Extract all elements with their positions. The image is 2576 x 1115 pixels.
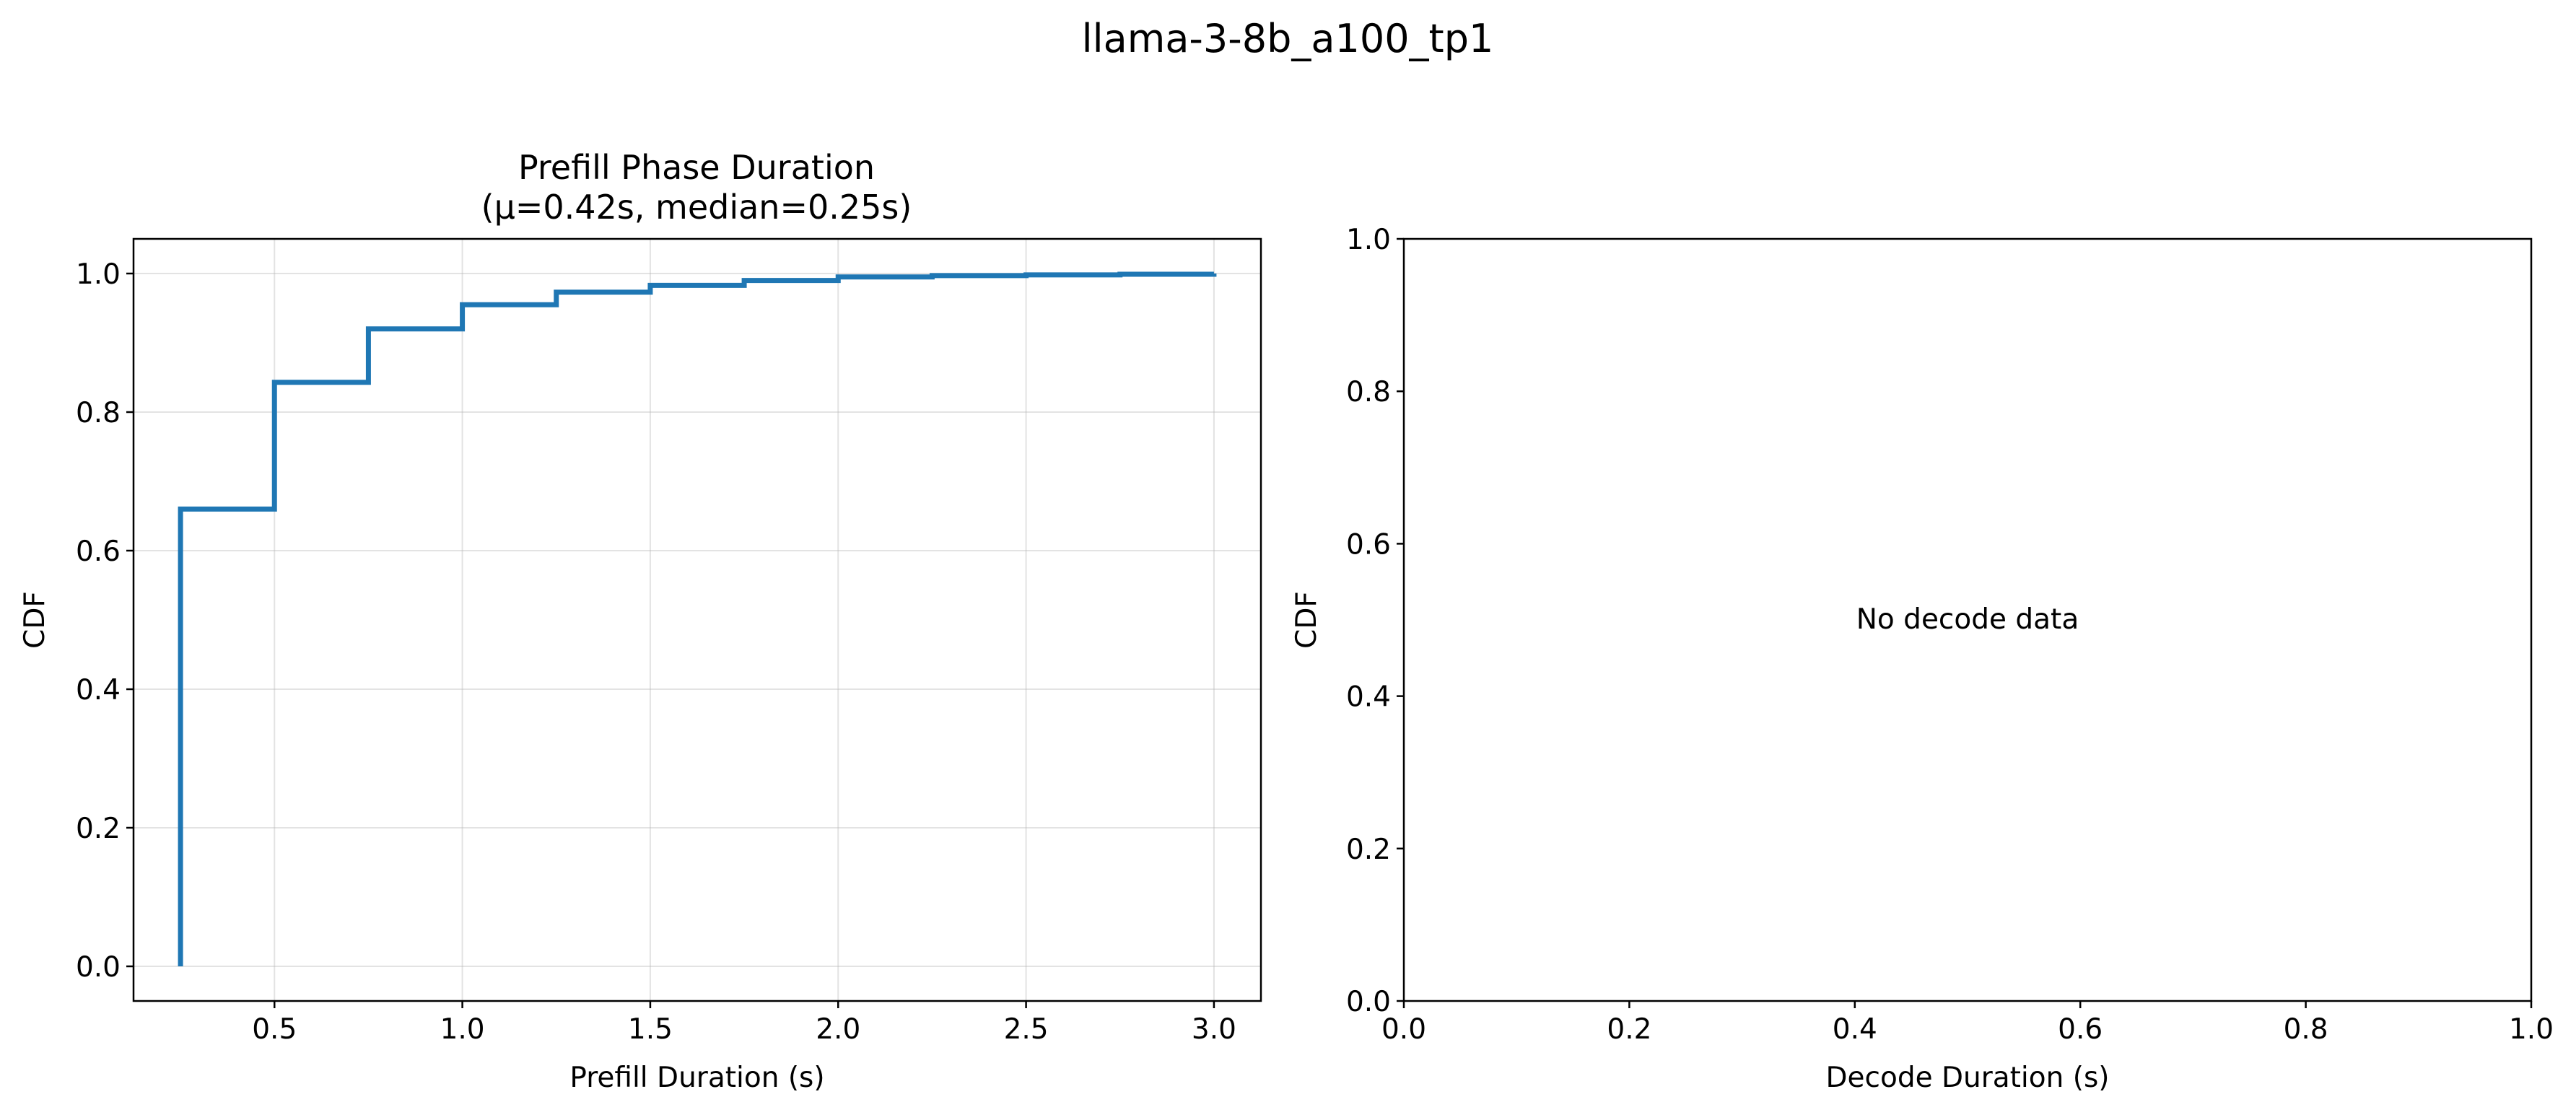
prefill-title-line1: Prefill Phase Duration [518, 148, 875, 187]
decode-y-tick-label: 0.6 [1346, 528, 1391, 561]
prefill-x-ticks: 0.5 1.0 1.5 2.0 2.5 3.0 [252, 1001, 1236, 1046]
decode-y-tick-label: 0.4 [1346, 681, 1391, 714]
prefill-x-tick-label: 2.0 [816, 1013, 860, 1046]
prefill-subplot: Prefill Phase Duration (μ=0.42s, median=… [19, 148, 1262, 1094]
prefill-x-tick-label: 1.0 [440, 1013, 485, 1046]
prefill-y-tick-label: 0.8 [76, 397, 121, 429]
decode-y-tick-label: 0.8 [1346, 376, 1391, 408]
prefill-y-tick-label: 0.6 [76, 535, 121, 568]
decode-x-tick-label: 0.4 [1833, 1013, 1877, 1046]
prefill-y-tick-label: 1.0 [76, 258, 121, 291]
prefill-y-tick-label: 0.4 [76, 674, 121, 707]
decode-x-ticks: 0.0 0.2 0.4 0.6 0.8 1.0 [1381, 1001, 2554, 1046]
decode-x-axis-label: Decode Duration (s) [1825, 1062, 2109, 1094]
decode-x-tick-label: 1.0 [2509, 1013, 2554, 1046]
prefill-y-ticks: 0.0 0.2 0.4 0.6 0.8 1.0 [76, 258, 134, 984]
prefill-y-axis-label: CDF [19, 591, 51, 649]
prefill-x-axis-label: Prefill Duration (s) [569, 1062, 824, 1094]
decode-no-data-annotation: No decode data [1856, 603, 2079, 636]
decode-x-tick-label: 0.6 [2058, 1013, 2103, 1046]
prefill-axes-frame [132, 237, 1262, 1002]
prefill-x-tick-label: 1.5 [628, 1013, 673, 1046]
prefill-cdf-step-line [178, 271, 1217, 966]
decode-x-tick-label: 0.8 [2284, 1013, 2328, 1046]
prefill-x-tick-label: 0.5 [252, 1013, 297, 1046]
decode-y-ticks: 0.0 0.2 0.4 0.6 0.8 1.0 [1346, 224, 1404, 1018]
prefill-plot-area [178, 271, 1217, 966]
prefill-grid [134, 239, 1261, 1001]
prefill-title-line2: (μ=0.42s, median=0.25s) [481, 188, 912, 227]
decode-y-tick-label: 0.0 [1346, 986, 1391, 1018]
decode-x-tick-label: 0.0 [1381, 1013, 1426, 1046]
figure-suptitle: llama-3-8b_a100_tp1 [1082, 16, 1494, 61]
decode-x-tick-label: 0.2 [1607, 1013, 1651, 1046]
prefill-x-tick-label: 3.0 [1192, 1013, 1236, 1046]
decode-y-tick-label: 1.0 [1346, 224, 1391, 256]
prefill-y-tick-label: 0.0 [76, 951, 121, 984]
decode-y-axis-label: CDF [1291, 591, 1323, 649]
decode-y-tick-label: 0.2 [1346, 834, 1391, 866]
prefill-x-tick-label: 2.5 [1004, 1013, 1049, 1046]
prefill-y-tick-label: 0.2 [76, 813, 121, 845]
decode-axes-frame [1402, 237, 2533, 1002]
decode-subplot: 0.0 0.2 0.4 0.6 0.8 1.0 0.0 0.2 0.4 0.6 0.8 1.0 No… [1291, 224, 2554, 1094]
